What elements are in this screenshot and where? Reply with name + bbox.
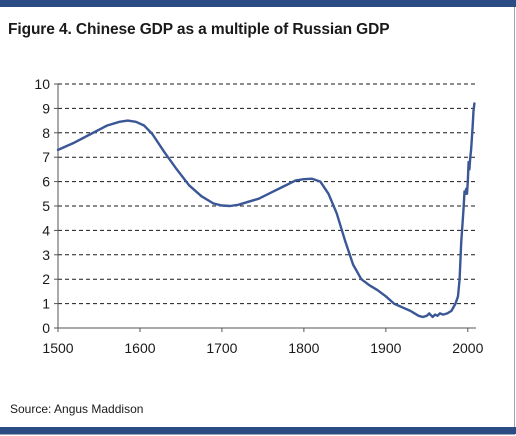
series-layer xyxy=(56,102,476,319)
y-tick-labels: 0 1 2 3 4 5 6 7 8 9 10 xyxy=(34,76,50,336)
x-tick-labels: 1500 1600 1700 1800 1900 2000 xyxy=(42,340,483,356)
x-tick-label: 1800 xyxy=(288,340,319,356)
series-line-0 xyxy=(56,102,476,319)
y-tick-label: 10 xyxy=(34,76,50,92)
y-tick-label: 9 xyxy=(42,100,50,116)
top-rule xyxy=(0,0,516,7)
figure-title: Figure 4. Chinese GDP as a multiple of R… xyxy=(8,21,390,38)
y-tick-label: 2 xyxy=(42,271,50,287)
bottom-rule xyxy=(0,427,516,434)
y-tick-label: 3 xyxy=(42,247,50,263)
source-note: Source: Angus Maddison xyxy=(10,402,144,416)
y-tick-label: 6 xyxy=(42,174,50,190)
x-tick-label: 1700 xyxy=(206,340,237,356)
x-tick-label: 2000 xyxy=(452,340,483,356)
y-tick-label: 7 xyxy=(42,149,50,165)
y-tick-label: 8 xyxy=(42,125,50,141)
y-tick-label: 5 xyxy=(42,198,50,214)
x-tick-label: 1600 xyxy=(124,340,155,356)
y-tick-label: 1 xyxy=(42,296,50,312)
x-tick-label: 1500 xyxy=(42,340,73,356)
y-tick-label: 4 xyxy=(42,222,50,238)
axes xyxy=(54,83,476,332)
y-tick-label: 0 xyxy=(42,320,50,336)
x-tick-label: 1900 xyxy=(370,340,401,356)
